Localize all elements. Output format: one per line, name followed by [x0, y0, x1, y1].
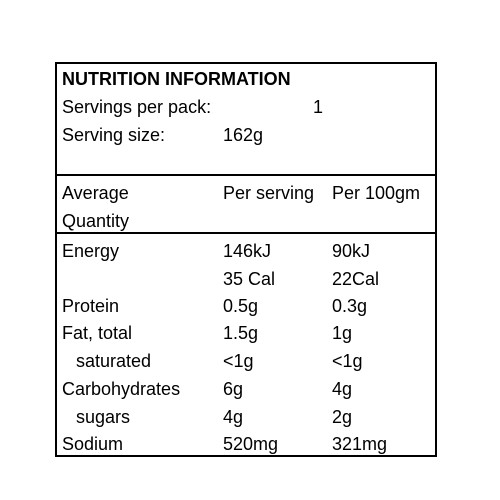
header-quantity-line2: Quantity [62, 211, 130, 231]
row-value-sugars-100: 2g [332, 407, 353, 427]
header-divider [57, 232, 435, 234]
row-value-fat-total-100: 1g [332, 323, 353, 343]
serving-size-value: 162g [223, 125, 264, 145]
header-quantity-line1: Average [62, 183, 129, 203]
servings-per-pack-label: Servings per pack: [62, 97, 212, 117]
header-per-100: Per 100gm [332, 183, 421, 203]
row-value-carbohydrates-100: 4g [332, 379, 353, 399]
row-value-saturated-serving: <1g [223, 351, 254, 371]
row-label-fat-total: Fat, total [62, 323, 133, 343]
row-value-energy-cal-100: 22Cal [332, 269, 380, 289]
row-value-energy-cal-serving: 35 Cal [223, 269, 276, 289]
row-value-saturated-100: <1g [332, 351, 363, 371]
servings-per-pack-value: 1 [313, 97, 324, 117]
row-label-sodium: Sodium [62, 434, 124, 454]
row-label-energy: Energy [62, 241, 120, 261]
panel-title: NUTRITION INFORMATION [62, 69, 291, 89]
row-label-carbohydrates: Carbohydrates [62, 379, 181, 399]
row-value-fat-total-serving: 1.5g [223, 323, 259, 343]
section-divider [57, 174, 435, 176]
row-value-carbohydrates-serving: 6g [223, 379, 244, 399]
header-per-serving: Per serving [223, 183, 315, 203]
row-label-protein: Protein [62, 296, 120, 316]
row-value-sugars-serving: 4g [223, 407, 244, 427]
row-value-sodium-100: 321mg [332, 434, 388, 454]
row-value-protein-100: 0.3g [332, 296, 368, 316]
serving-size-label: Serving size: [62, 125, 166, 145]
nutrition-panel: NUTRITION INFORMATION Servings per pack:… [55, 62, 437, 457]
row-value-sodium-serving: 520mg [223, 434, 279, 454]
row-value-energy-kj-100: 90kJ [332, 241, 371, 261]
row-value-energy-kj-serving: 146kJ [223, 241, 272, 261]
row-label-sugars: sugars [76, 407, 131, 427]
row-value-protein-serving: 0.5g [223, 296, 259, 316]
row-label-saturated: saturated [76, 351, 152, 371]
